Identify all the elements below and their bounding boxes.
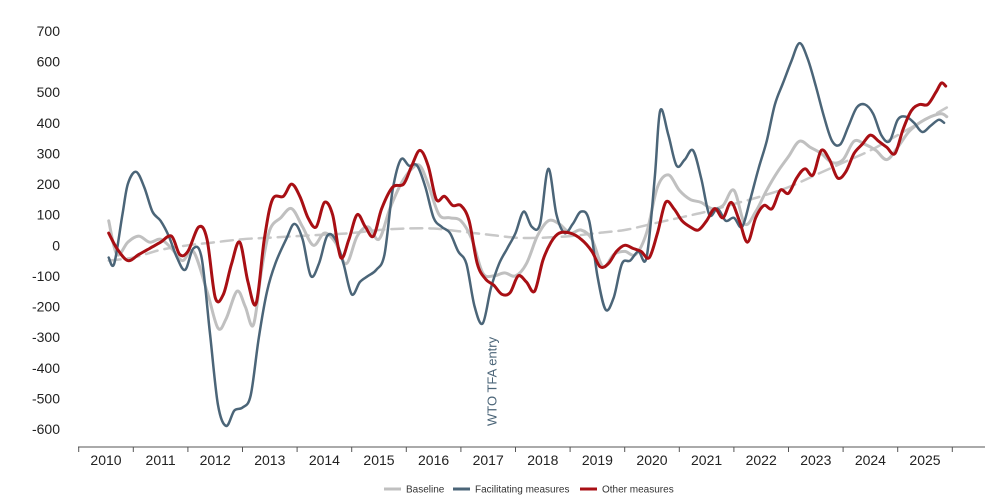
x-tick-label: 2013 (254, 452, 285, 468)
x-tick-label: 2024 (855, 452, 886, 468)
x-tick-label: 2015 (363, 452, 394, 468)
x-tick-label: 2016 (418, 452, 449, 468)
x-tick-label: 2018 (527, 452, 558, 468)
annotation-wto-tfa-entry: WTO TFA entry (484, 336, 499, 426)
x-tick-label: 2021 (691, 452, 722, 468)
y-tick-label: 700 (37, 23, 61, 39)
y-tick-label: -600 (32, 421, 60, 437)
y-tick-label: 300 (37, 145, 61, 161)
y-tick-label: 500 (37, 84, 61, 100)
x-tick-label: 2011 (146, 452, 176, 468)
x-tick-label: 2017 (473, 452, 504, 468)
series-line-trend (107, 106, 949, 262)
y-tick-label: 100 (37, 207, 61, 223)
legend-item-baseline: Baseline (384, 485, 445, 496)
y-tick-label: 600 (37, 54, 61, 70)
legend-label-baseline: Baseline (406, 485, 445, 496)
series-line-other (107, 81, 948, 307)
x-tick-label: 2010 (90, 452, 121, 468)
y-tick-label: 200 (37, 176, 61, 192)
x-tick-label: 2012 (200, 452, 231, 468)
y-tick-label: -500 (32, 390, 60, 406)
x-axis: 2010 2011 2012 2013 2014 2015 2016 2017 2018 2019… (78, 447, 953, 468)
legend: Baseline Facilitating measures Other mea… (384, 485, 674, 496)
x-tick-label: 2020 (636, 452, 667, 468)
x-tick-label: 2023 (800, 452, 831, 468)
legend-item-other: Other measures (580, 485, 674, 496)
y-tick-label: -200 (32, 299, 60, 315)
x-tick-label: 2025 (909, 452, 940, 468)
legend-label-other: Other measures (602, 485, 674, 496)
x-tick-label: 2019 (582, 452, 613, 468)
legend-label-facilitating: Facilitating measures (475, 485, 569, 496)
y-axis: 700 600 500 400 300 200 100 0 -100 -200 -300 -400 -5… (32, 23, 60, 437)
series-line-facilitating (107, 41, 946, 428)
y-tick-label: -400 (32, 360, 60, 376)
legend-item-facilitating: Facilitating measures (453, 485, 569, 496)
y-tick-label: -300 (32, 329, 60, 345)
x-tick-label: 2014 (309, 452, 340, 468)
series-line-baseline (107, 112, 949, 331)
series-layer (107, 41, 949, 428)
y-tick-label: 0 (52, 237, 60, 253)
x-tick-label: 2022 (746, 452, 777, 468)
y-tick-label: 400 (37, 115, 61, 131)
y-tick-label: -100 (32, 268, 60, 284)
